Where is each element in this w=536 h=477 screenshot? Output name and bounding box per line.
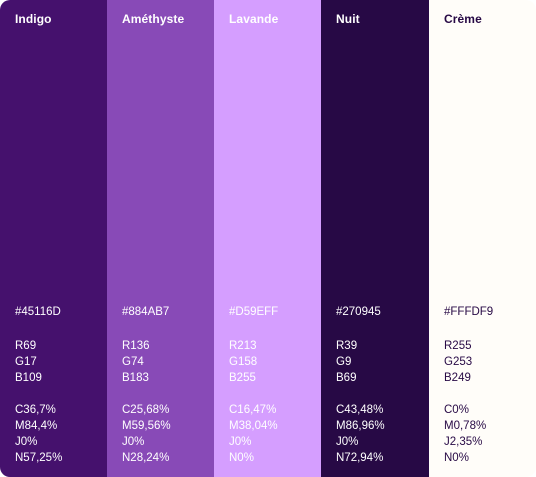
yellow-value: J0% bbox=[122, 436, 145, 448]
black-value: N0% bbox=[229, 452, 254, 464]
red-value: R255 bbox=[444, 340, 472, 352]
magenta-value: M84,4% bbox=[15, 420, 58, 432]
green-value: G17 bbox=[15, 356, 37, 368]
rgb-values: R255 G253 B249 bbox=[444, 338, 472, 386]
swatch-hex-code: #270945 bbox=[336, 306, 381, 318]
swatch-creme: Crème #FFFDF9 R255 G253 B249 C0% M0,78% … bbox=[429, 0, 536, 477]
cyan-value: C16,47% bbox=[229, 404, 277, 416]
cyan-value: C0% bbox=[444, 404, 469, 416]
swatch-nuit: Nuit #270945 R39 G9 B69 C43,48% M86,96% … bbox=[321, 0, 429, 477]
swatch-name: Nuit bbox=[336, 12, 360, 26]
yellow-value: J0% bbox=[15, 436, 38, 448]
swatch-hex-code: #D59EFF bbox=[229, 306, 279, 318]
yellow-value: J0% bbox=[229, 436, 252, 448]
rgb-values: R213 G158 B255 bbox=[229, 338, 257, 386]
cmjn-values: C16,47% M38,04% J0% N0% bbox=[229, 402, 278, 466]
black-value: N28,24% bbox=[122, 452, 170, 464]
red-value: R136 bbox=[122, 340, 150, 352]
rgb-values: R39 G9 B69 bbox=[336, 338, 357, 386]
red-value: R213 bbox=[229, 340, 257, 352]
blue-value: B249 bbox=[444, 372, 471, 384]
green-value: G158 bbox=[229, 356, 258, 368]
cyan-value: C43,48% bbox=[336, 404, 384, 416]
swatch-lavande: Lavande #D59EFF R213 G158 B255 C16,47% M… bbox=[214, 0, 321, 477]
swatch-hex-code: #884AB7 bbox=[122, 306, 170, 318]
cyan-value: C36,7% bbox=[15, 404, 56, 416]
cmjn-values: C25,68% M59,56% J0% N28,24% bbox=[122, 402, 171, 466]
green-value: G253 bbox=[444, 356, 473, 368]
rgb-values: R136 G74 B183 bbox=[122, 338, 150, 386]
cyan-value: C25,68% bbox=[122, 404, 170, 416]
magenta-value: M59,56% bbox=[122, 420, 171, 432]
blue-value: B255 bbox=[229, 372, 256, 384]
green-value: G9 bbox=[336, 356, 352, 368]
swatch-name: Crème bbox=[444, 12, 482, 26]
cmjn-values: C43,48% M86,96% J0% N72,94% bbox=[336, 402, 385, 466]
magenta-value: M86,96% bbox=[336, 420, 385, 432]
red-value: R39 bbox=[336, 340, 358, 352]
blue-value: B69 bbox=[336, 372, 357, 384]
magenta-value: M38,04% bbox=[229, 420, 278, 432]
magenta-value: M0,78% bbox=[444, 420, 487, 432]
swatch-hex-code: #FFFDF9 bbox=[444, 306, 494, 318]
yellow-value: J0% bbox=[336, 436, 359, 448]
cmjn-values: C0% M0,78% J2,35% N0% bbox=[444, 402, 486, 466]
blue-value: B109 bbox=[15, 372, 42, 384]
green-value: G74 bbox=[122, 356, 144, 368]
black-value: N72,94% bbox=[336, 452, 384, 464]
yellow-value: J2,35% bbox=[444, 436, 483, 448]
swatch-indigo: Indigo #45116D R69 G17 B109 C36,7% M84,4… bbox=[0, 0, 107, 477]
swatch-name: Indigo bbox=[15, 12, 52, 26]
swatch-name: Lavande bbox=[229, 12, 279, 26]
blue-value: B183 bbox=[122, 372, 149, 384]
swatch-hex-code: #45116D bbox=[15, 306, 61, 318]
cmjn-values: C36,7% M84,4% J0% N57,25% bbox=[15, 402, 62, 466]
rgb-values: R69 G17 B109 bbox=[15, 338, 42, 386]
black-value: N57,25% bbox=[15, 452, 63, 464]
swatch-amethyste: Améthyste #884AB7 R136 G74 B183 C25,68% … bbox=[107, 0, 214, 477]
red-value: R69 bbox=[15, 340, 37, 352]
black-value: N0% bbox=[444, 452, 469, 464]
swatch-name: Améthyste bbox=[122, 12, 185, 26]
